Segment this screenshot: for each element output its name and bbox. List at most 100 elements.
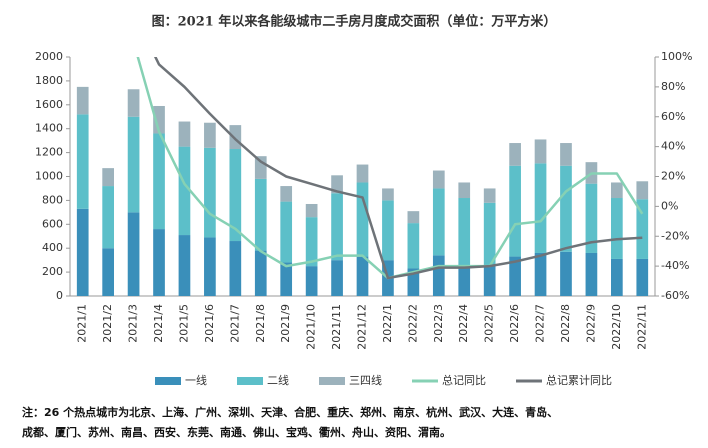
bar-segment bbox=[382, 188, 394, 201]
x-tick-label: 2022/7 bbox=[534, 304, 547, 343]
x-tick-label: 2022/10 bbox=[610, 304, 623, 350]
y-tick-label: 0 bbox=[56, 289, 63, 302]
bar-segment bbox=[432, 255, 445, 296]
bar-segment bbox=[305, 203, 318, 218]
y2-tick-label: -40% bbox=[661, 259, 689, 272]
bar-segment bbox=[204, 147, 216, 238]
bar-segment bbox=[356, 256, 369, 296]
legend-label: 三四线 bbox=[349, 373, 382, 387]
x-tick-label: 2022/5 bbox=[483, 304, 496, 343]
bar-segment bbox=[127, 116, 140, 213]
y-tick-label: 600 bbox=[42, 217, 63, 230]
legend-label: 一线 bbox=[185, 373, 207, 387]
bar-segment bbox=[254, 250, 267, 296]
bar-segment bbox=[483, 266, 496, 296]
bar-segment bbox=[153, 229, 165, 296]
bar-segment bbox=[432, 170, 445, 189]
line bbox=[136, 57, 644, 280]
y-tick-label: 1400 bbox=[35, 122, 63, 135]
bar-segment bbox=[127, 212, 140, 296]
bar-segment bbox=[636, 181, 649, 200]
bar-segment bbox=[585, 183, 598, 253]
y-tick-label: 800 bbox=[42, 193, 63, 206]
bar-segment bbox=[331, 175, 343, 194]
x-tick-label: 2021/10 bbox=[305, 304, 318, 350]
bar-segment bbox=[229, 125, 242, 150]
bar-segment bbox=[610, 182, 623, 199]
y-tick-label: 200 bbox=[42, 265, 63, 278]
y2-tick-label: 40% bbox=[661, 140, 685, 153]
chart-title: 图：2021 年以来各能级城市二手房月度成交面积（单位：万平方米） bbox=[152, 14, 557, 30]
bar-segment bbox=[280, 262, 293, 296]
y-tick-label: 1000 bbox=[35, 170, 63, 183]
bar-segment bbox=[610, 258, 623, 296]
y2-tick-label: -60% bbox=[661, 289, 689, 302]
bar-segment bbox=[509, 256, 521, 296]
legend-label: 二线 bbox=[267, 373, 289, 387]
x-tick-label: 2021/2 bbox=[101, 304, 114, 343]
legend-swatch bbox=[237, 377, 263, 385]
bar-segment bbox=[331, 193, 343, 261]
x-tick-label: 2022/4 bbox=[457, 304, 470, 343]
bar-segment bbox=[229, 241, 242, 296]
bar-segment bbox=[458, 182, 471, 199]
bar-segment bbox=[178, 235, 191, 296]
bar-segment bbox=[153, 133, 165, 230]
legend-label: 总记同比 bbox=[442, 373, 486, 387]
bar-segment bbox=[356, 164, 369, 183]
bar-segment bbox=[382, 200, 394, 261]
bar-segment bbox=[102, 248, 115, 296]
x-tick-label: 2022/9 bbox=[584, 304, 597, 343]
bar-segment bbox=[483, 188, 496, 203]
legend-label: 总记累计同比 bbox=[546, 373, 612, 387]
lines bbox=[136, 57, 644, 280]
x-tick-label: 2021/9 bbox=[279, 304, 292, 343]
y-tick-label: 2000 bbox=[35, 50, 63, 63]
y-tick-label: 1200 bbox=[35, 146, 63, 159]
footnote: 注：26 个热点城市为北京、上海、广州、深圳、天津、合肥、重庆、郑州、南京、杭州… bbox=[22, 405, 558, 419]
x-tick-label: 2021/6 bbox=[203, 304, 216, 343]
bar-segment bbox=[178, 121, 191, 147]
bar-segment bbox=[356, 182, 369, 257]
bar-segment bbox=[280, 186, 293, 202]
x-tick-label: 2022/1 bbox=[381, 304, 394, 343]
x-tick-label: 2021/5 bbox=[177, 304, 190, 343]
bar-segment bbox=[76, 86, 89, 115]
bar-segment bbox=[483, 202, 496, 267]
x-tick-label: 2022/3 bbox=[432, 304, 445, 343]
y2-tick-label: 20% bbox=[661, 170, 685, 183]
bar-segment bbox=[305, 217, 318, 267]
bar-segment bbox=[534, 163, 547, 253]
bar-segment bbox=[102, 168, 115, 187]
x-tick-label: 2021/7 bbox=[228, 304, 241, 343]
legend-swatch bbox=[319, 377, 345, 385]
bar-segment bbox=[229, 149, 242, 242]
bar-segment bbox=[407, 211, 420, 224]
x-tick-label: 2021/11 bbox=[330, 304, 343, 350]
bar-segment bbox=[560, 251, 572, 296]
bar-segment bbox=[636, 199, 649, 259]
y-tick-label: 400 bbox=[42, 241, 63, 254]
bar-segment bbox=[204, 237, 216, 296]
bar-segment bbox=[458, 266, 471, 296]
bar-segment bbox=[534, 252, 547, 296]
bar-segment bbox=[534, 139, 547, 164]
bar-segment bbox=[509, 143, 521, 166]
bar-segment bbox=[458, 198, 471, 267]
y-tick-label: 1800 bbox=[35, 74, 63, 87]
bar-segment bbox=[254, 156, 267, 179]
y-tick-label: 1600 bbox=[35, 98, 63, 111]
bar-segment bbox=[585, 252, 598, 296]
y2-tick-label: -20% bbox=[661, 229, 689, 242]
bar-segment bbox=[280, 201, 293, 263]
y2-tick-label: 80% bbox=[661, 80, 685, 93]
x-tick-label: 2021/1 bbox=[76, 304, 89, 343]
bar-segment bbox=[153, 105, 165, 134]
y2-tick-label: 100% bbox=[661, 50, 692, 63]
bar-segment bbox=[610, 198, 623, 259]
legend-swatch bbox=[155, 377, 181, 385]
bar-segment bbox=[76, 114, 89, 209]
x-tick-label: 2021/4 bbox=[152, 304, 165, 343]
bar-segment bbox=[407, 268, 420, 296]
line bbox=[153, 57, 643, 280]
